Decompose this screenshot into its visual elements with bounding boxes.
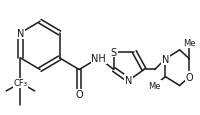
- Text: Me: Me: [182, 39, 195, 48]
- Text: O: O: [75, 90, 83, 100]
- Text: O: O: [185, 72, 192, 82]
- Text: CF₃: CF₃: [13, 79, 27, 88]
- Text: Me: Me: [148, 81, 160, 90]
- Text: N: N: [125, 76, 132, 85]
- Text: N: N: [17, 29, 24, 39]
- Text: S: S: [110, 47, 116, 57]
- Text: NH: NH: [91, 53, 106, 63]
- Text: N: N: [161, 54, 168, 64]
